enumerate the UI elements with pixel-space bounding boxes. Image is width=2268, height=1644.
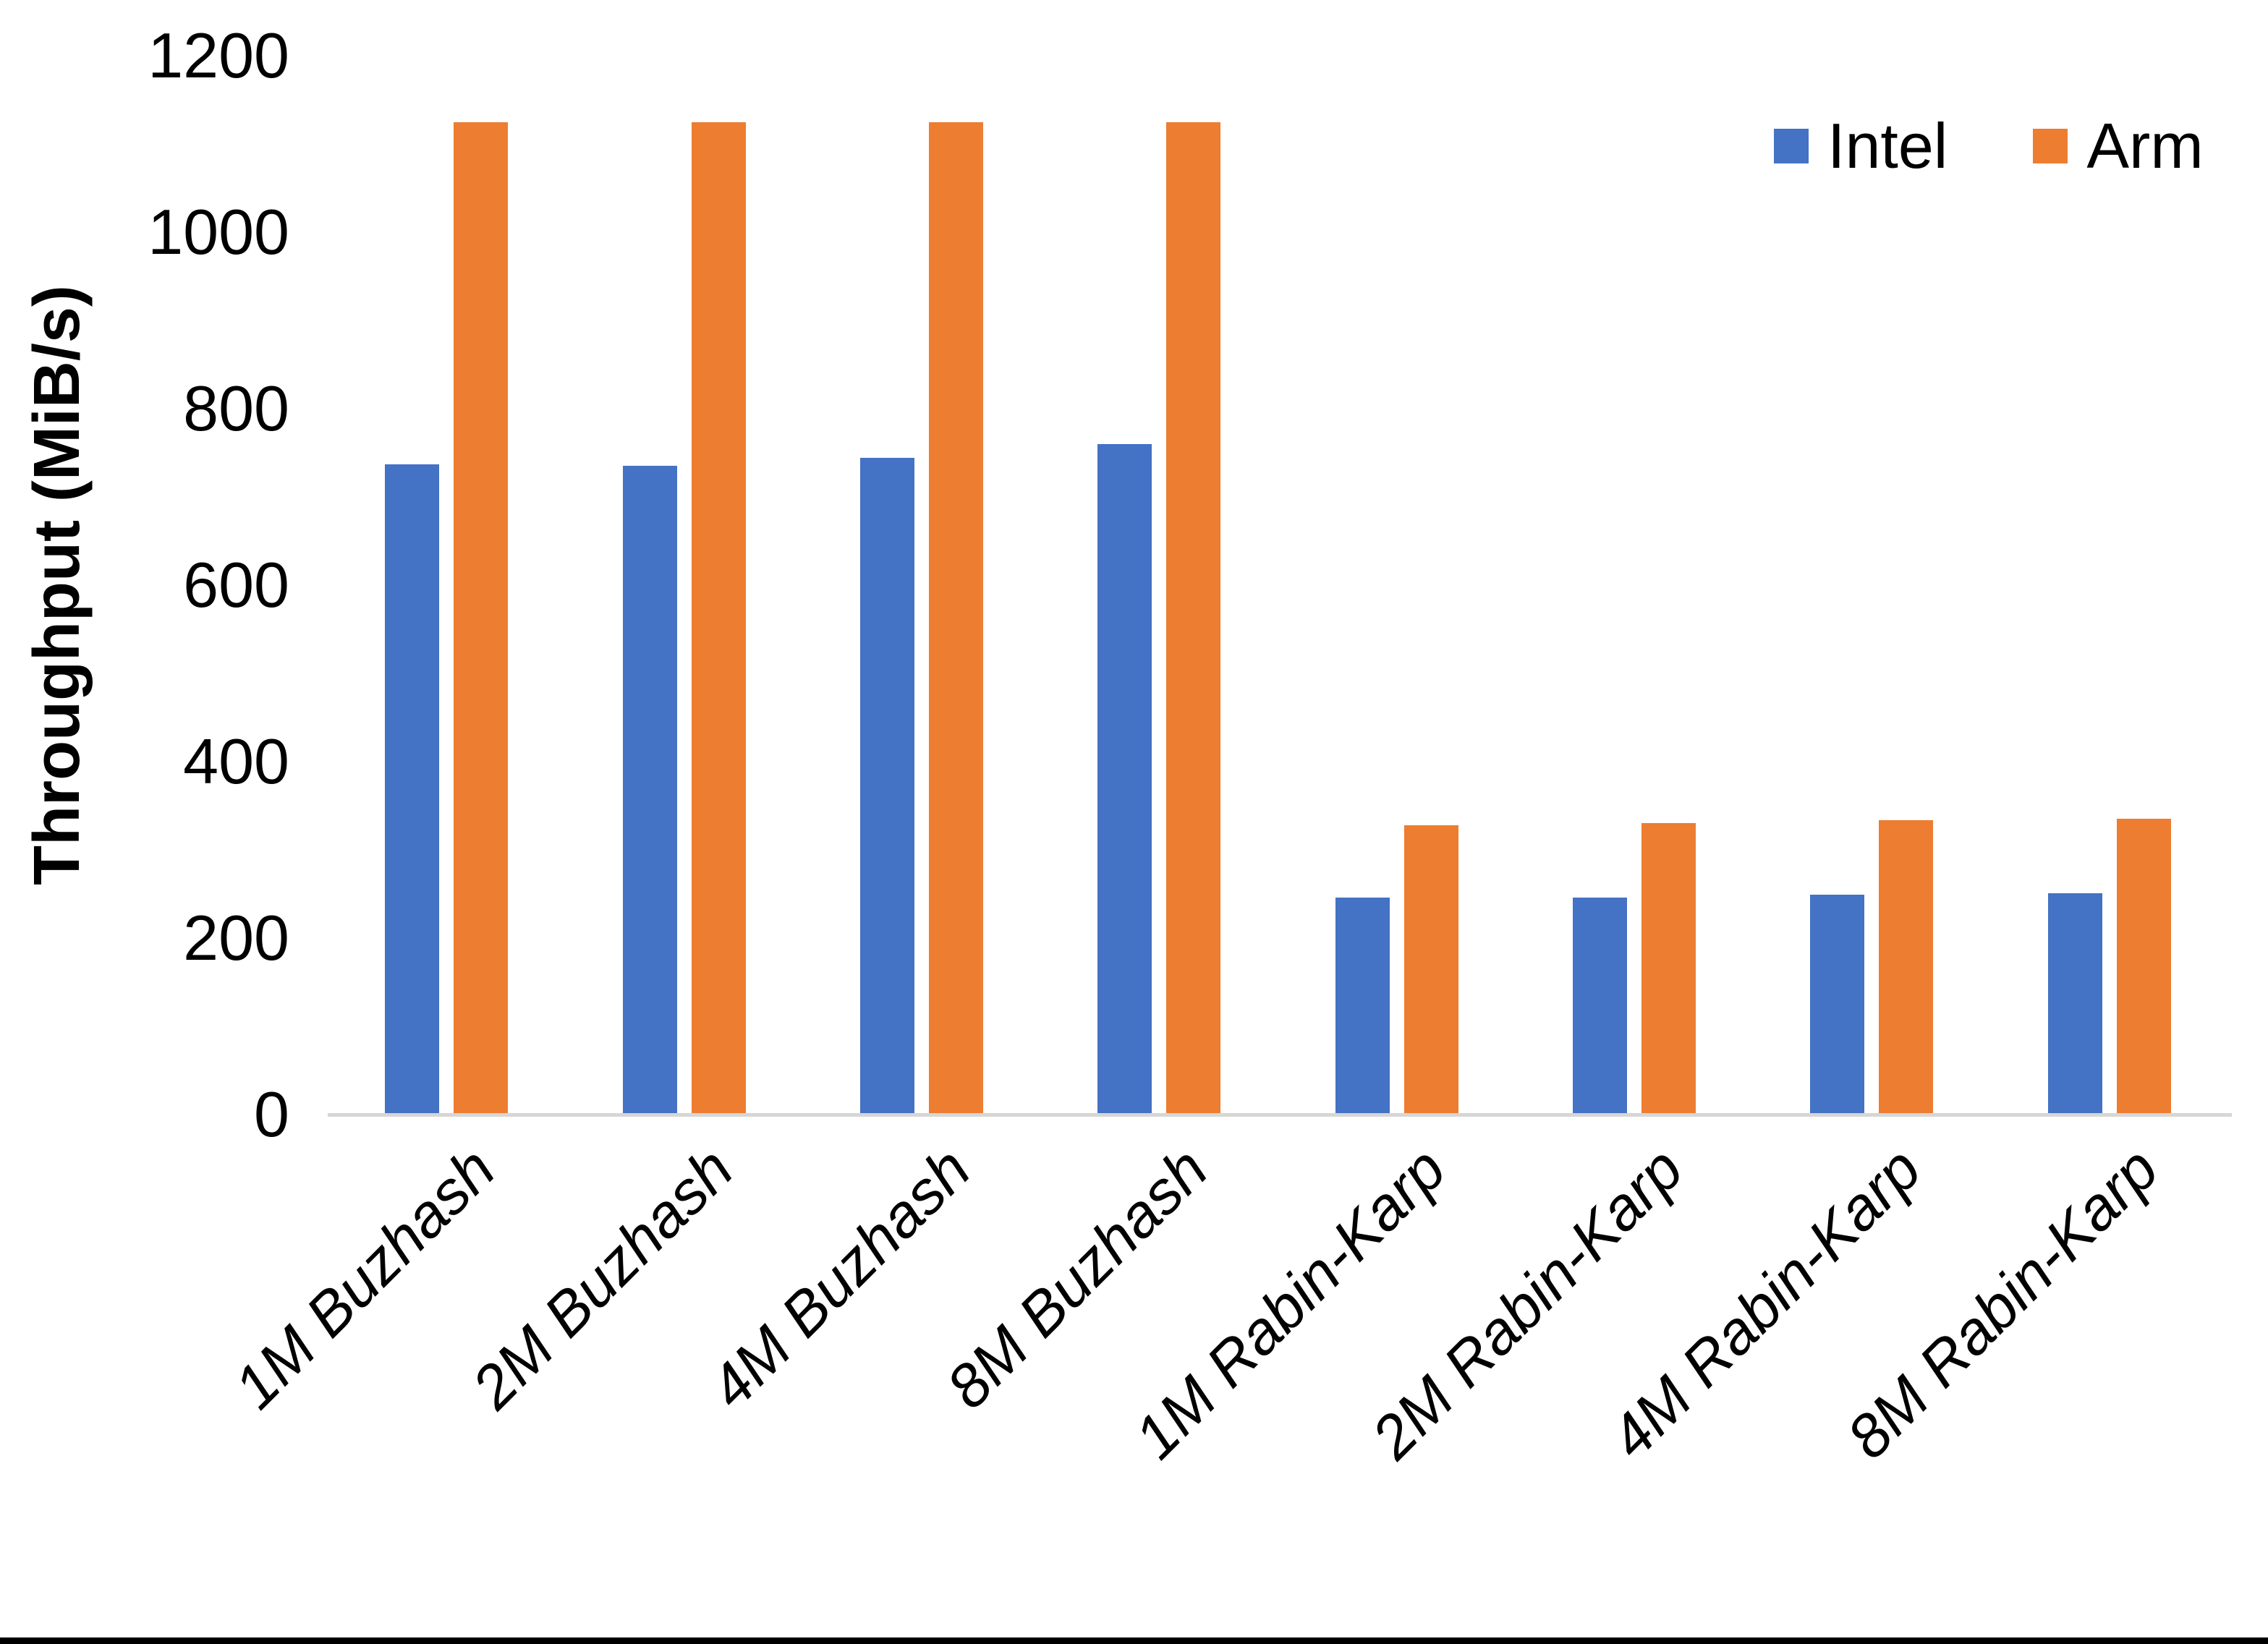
bar-group [1516, 56, 1753, 1115]
legend-item-intel: Intel [1774, 114, 1948, 178]
legend: Intel Arm [1774, 114, 2204, 178]
bar-group [565, 56, 802, 1115]
bar-arm-2 [691, 122, 746, 1115]
intel-swatch-icon [1774, 129, 1809, 163]
page-bottom-border [0, 1637, 2268, 1644]
bar-arm-5 [1403, 825, 1458, 1115]
bar-intel-5 [1335, 897, 1390, 1115]
bar-group [328, 56, 565, 1115]
legend-item-arm: Arm [2033, 110, 2204, 182]
legend-label-intel: Intel [1827, 110, 1948, 182]
bar-intel-6 [1573, 897, 1628, 1115]
bar-group [1753, 56, 1990, 1115]
bar-arm-4 [1166, 122, 1221, 1115]
bar-intel-7 [1810, 895, 1865, 1115]
bar-arm-8 [2116, 819, 2171, 1115]
y-tick-label: 400 [183, 725, 289, 797]
bar-group [803, 56, 1040, 1115]
bar-arm-3 [928, 122, 983, 1115]
plot-area [328, 56, 2228, 1115]
y-tick-label: 1200 [148, 20, 289, 91]
bar-group [1278, 56, 1516, 1115]
bar-intel-1 [385, 464, 440, 1115]
arm-swatch-icon [2033, 129, 2068, 163]
bar-group [1040, 56, 1278, 1115]
bar-group [1991, 56, 2228, 1115]
y-tick-label: 800 [183, 372, 289, 444]
y-tick-label: 0 [254, 1078, 289, 1150]
bar-intel-8 [2047, 893, 2102, 1115]
x-axis-line [328, 1113, 2232, 1117]
bar-arm-7 [1879, 819, 1934, 1115]
y-tick-label: 600 [183, 549, 289, 621]
bar-intel-4 [1097, 443, 1152, 1115]
bar-arm-1 [454, 122, 509, 1115]
y-tick-label: 200 [183, 902, 289, 974]
y-tick-label: 1000 [148, 196, 289, 268]
bar-intel-3 [859, 458, 914, 1115]
bar-arm-6 [1641, 823, 1696, 1115]
legend-label-arm: Arm [2086, 110, 2204, 182]
bar-intel-2 [622, 466, 677, 1115]
